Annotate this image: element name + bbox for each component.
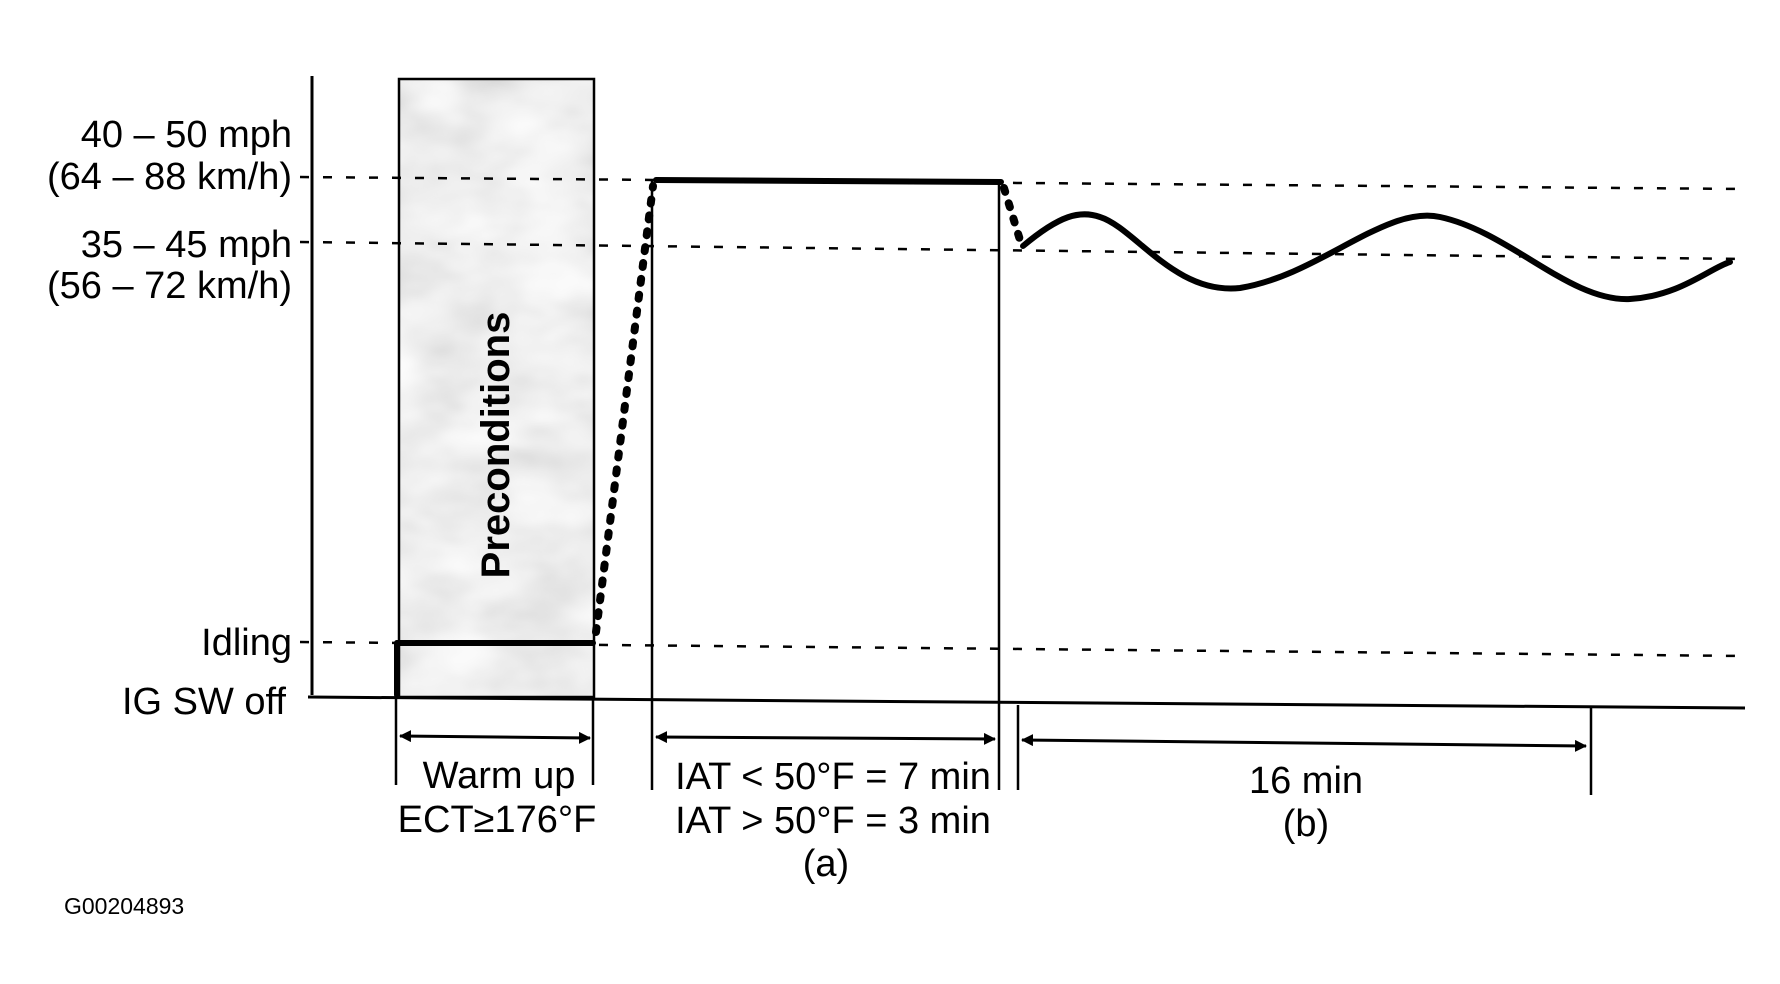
speed-trace-decel (1000, 184, 1024, 244)
figure-id: G00204893 (64, 893, 184, 919)
label-warmup: Warm up (423, 755, 576, 797)
guide-high-speed (299, 175, 1746, 191)
label-preconditions: Preconditions (474, 312, 518, 579)
speed-trace-accel (592, 182, 657, 636)
label-speed-high-mph: 40 – 50 mph (81, 114, 292, 156)
guide-idling (299, 640, 1746, 658)
dimension-b (1021, 734, 1587, 752)
label-idling: Idling (201, 622, 292, 664)
label-speed-mid-mph: 35 – 45 mph (81, 224, 292, 266)
speed-trace-cruise-b (1020, 211, 1733, 303)
label-phase-b: (b) (1283, 803, 1329, 845)
x-axis (307, 695, 1746, 710)
label-ig-sw-off: IG SW off (122, 681, 286, 723)
label-iat-above: IAT > 50°F = 3 min (675, 800, 991, 842)
label-iat-below: IAT < 50°F = 7 min (675, 756, 991, 798)
label-speed-high-kmh: (64 – 88 km/h) (47, 156, 292, 198)
dimension-a (655, 731, 996, 745)
label-phase-a: (a) (803, 843, 849, 885)
preconditions-band (399, 79, 594, 697)
label-speed-mid-kmh: (56 – 72 km/h) (47, 265, 292, 307)
label-16-min: 16 min (1249, 760, 1363, 802)
dimension-warmup (399, 730, 591, 744)
guide-mid-speed (299, 240, 1746, 261)
label-ect-condition: ECT≥176°F (398, 799, 597, 841)
speed-trace-cruise-a (653, 177, 1004, 185)
